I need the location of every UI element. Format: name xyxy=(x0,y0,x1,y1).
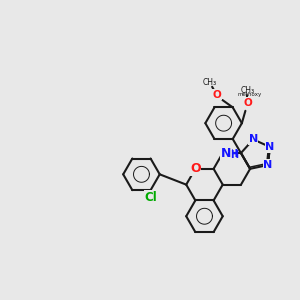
Text: methoxy: methoxy xyxy=(238,92,262,97)
Text: H: H xyxy=(230,150,238,160)
Text: N: N xyxy=(221,146,231,160)
Text: H: H xyxy=(229,149,237,160)
Text: O: O xyxy=(191,164,200,174)
Text: O: O xyxy=(190,162,201,175)
Text: N: N xyxy=(265,142,274,152)
Text: N: N xyxy=(263,160,273,170)
Text: CH₃: CH₃ xyxy=(203,78,217,87)
Text: CH₃: CH₃ xyxy=(240,86,254,95)
Text: O: O xyxy=(243,98,252,108)
Text: O: O xyxy=(212,90,221,100)
Text: N: N xyxy=(222,148,231,158)
Text: Cl: Cl xyxy=(144,191,157,204)
Text: N: N xyxy=(249,134,258,144)
